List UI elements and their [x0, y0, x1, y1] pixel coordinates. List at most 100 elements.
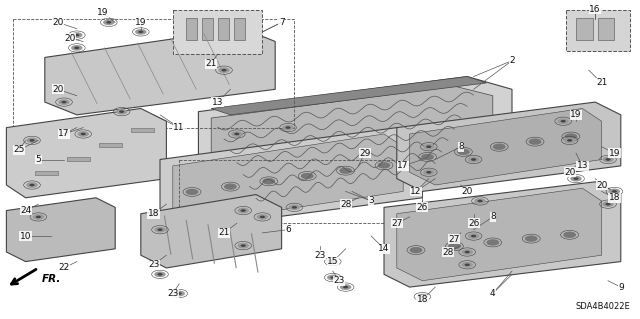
Circle shape	[237, 243, 249, 249]
Text: 19: 19	[135, 18, 147, 27]
Bar	[67, 157, 90, 161]
Circle shape	[241, 209, 246, 212]
Text: 21: 21	[218, 228, 230, 237]
Bar	[179, 160, 422, 223]
Text: 15: 15	[327, 257, 339, 266]
Circle shape	[468, 157, 479, 162]
Text: 3: 3	[369, 197, 374, 205]
Bar	[99, 143, 122, 147]
Text: 26: 26	[417, 203, 428, 212]
Polygon shape	[397, 188, 602, 281]
Bar	[202, 18, 213, 40]
Circle shape	[465, 263, 470, 266]
Text: 20: 20	[52, 18, 63, 27]
Bar	[218, 18, 229, 40]
Text: 18: 18	[148, 209, 159, 218]
Bar	[13, 19, 294, 128]
Circle shape	[218, 67, 230, 73]
Circle shape	[237, 208, 249, 213]
Circle shape	[292, 206, 297, 209]
Circle shape	[426, 171, 431, 174]
Circle shape	[420, 295, 425, 298]
Bar	[566, 10, 630, 51]
Text: 21: 21	[596, 78, 607, 87]
Circle shape	[423, 169, 435, 175]
Text: 21: 21	[205, 59, 217, 68]
Text: 20: 20	[52, 85, 63, 94]
Circle shape	[612, 190, 617, 193]
Text: 14: 14	[378, 244, 390, 253]
Circle shape	[468, 233, 479, 239]
Circle shape	[340, 284, 351, 290]
Circle shape	[448, 243, 461, 249]
Polygon shape	[397, 102, 621, 191]
Text: 20: 20	[461, 187, 473, 196]
Circle shape	[417, 294, 428, 300]
Circle shape	[426, 145, 431, 148]
Circle shape	[71, 32, 83, 38]
Circle shape	[58, 99, 70, 105]
Circle shape	[177, 292, 182, 295]
Circle shape	[157, 228, 163, 231]
Circle shape	[29, 184, 35, 186]
Text: 18: 18	[417, 295, 428, 304]
Circle shape	[186, 189, 198, 195]
Circle shape	[567, 139, 572, 142]
Circle shape	[605, 203, 611, 205]
Circle shape	[421, 154, 434, 160]
Circle shape	[471, 235, 476, 237]
Text: 9: 9	[618, 283, 623, 292]
Text: 23: 23	[167, 289, 179, 298]
Circle shape	[260, 216, 265, 218]
Circle shape	[573, 177, 579, 180]
Text: 16: 16	[589, 5, 601, 14]
Polygon shape	[173, 134, 403, 223]
Text: 13: 13	[212, 98, 223, 107]
Text: 23: 23	[314, 251, 326, 260]
Polygon shape	[198, 77, 512, 214]
Circle shape	[26, 182, 38, 188]
Circle shape	[224, 183, 237, 190]
Bar	[173, 10, 262, 54]
Circle shape	[77, 131, 89, 137]
Text: 17: 17	[58, 130, 70, 138]
Text: 10: 10	[20, 232, 31, 241]
Text: 29: 29	[359, 149, 371, 158]
Circle shape	[557, 118, 569, 124]
Polygon shape	[211, 77, 486, 115]
Text: 28: 28	[340, 200, 351, 209]
Text: SDA4B4022E: SDA4B4022E	[575, 302, 630, 311]
Circle shape	[477, 200, 483, 202]
Polygon shape	[141, 195, 282, 268]
Circle shape	[103, 19, 115, 25]
Text: 8: 8	[458, 142, 463, 151]
Text: 19: 19	[570, 110, 582, 119]
Circle shape	[561, 120, 566, 122]
Text: 17: 17	[397, 161, 409, 170]
Circle shape	[116, 109, 127, 115]
Circle shape	[330, 276, 335, 279]
Circle shape	[525, 235, 538, 242]
Circle shape	[285, 126, 291, 129]
Text: 28: 28	[442, 248, 454, 256]
Polygon shape	[6, 198, 115, 262]
Circle shape	[221, 69, 227, 71]
Circle shape	[563, 232, 576, 238]
Circle shape	[257, 214, 268, 220]
Text: 2: 2	[509, 56, 515, 65]
Circle shape	[241, 244, 246, 247]
Circle shape	[410, 247, 422, 253]
Bar	[186, 18, 197, 40]
Circle shape	[74, 34, 79, 36]
Circle shape	[231, 131, 243, 137]
Text: 20: 20	[564, 168, 575, 177]
Text: 20: 20	[596, 181, 607, 189]
Text: 27: 27	[449, 235, 460, 244]
Bar	[234, 18, 245, 40]
Circle shape	[378, 162, 390, 168]
Text: 8: 8	[490, 212, 495, 221]
Circle shape	[29, 139, 35, 142]
Circle shape	[564, 133, 577, 140]
Text: 19: 19	[609, 149, 620, 158]
Circle shape	[135, 29, 147, 35]
